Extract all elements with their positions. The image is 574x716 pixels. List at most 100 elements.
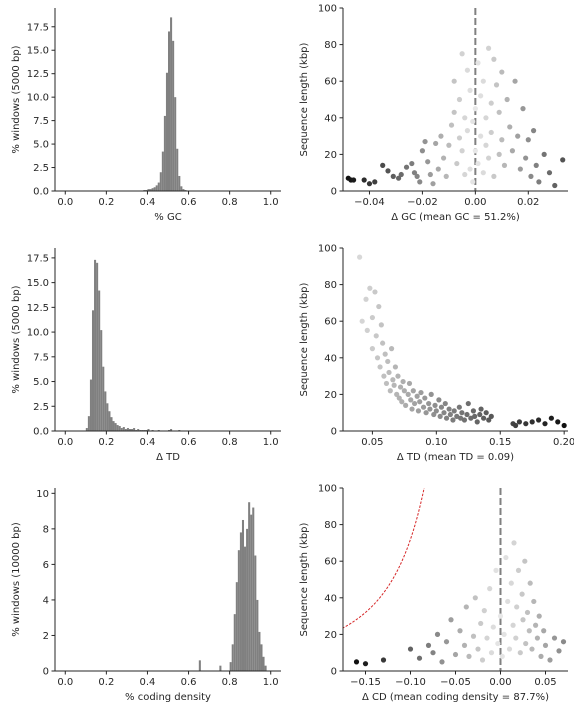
data-point	[488, 650, 495, 656]
data-point	[443, 173, 449, 179]
x-tick-label: 0.8	[222, 437, 238, 448]
y-tick-label: 100	[318, 4, 337, 15]
data-point	[524, 609, 531, 616]
data-point	[431, 411, 437, 418]
y-tick-label: 7.5	[33, 116, 49, 127]
data-point	[514, 604, 520, 610]
data-point	[399, 399, 405, 405]
hist-bar	[260, 644, 263, 671]
x-axis-label: % GC	[154, 212, 181, 223]
data-point	[456, 96, 463, 103]
y-tick-label: 60	[324, 557, 337, 568]
data-point	[443, 415, 450, 421]
data-point	[376, 303, 382, 310]
data-point	[411, 170, 418, 176]
hist-bar	[182, 189, 185, 191]
data-point	[392, 364, 399, 370]
data-point	[505, 598, 511, 605]
y-tick-label: 12.5	[27, 303, 49, 314]
data-point	[464, 411, 470, 418]
data-point	[472, 595, 478, 601]
data-point	[547, 657, 553, 663]
y-tick-label: 10.0	[27, 328, 49, 339]
data-point	[462, 115, 468, 121]
data-point	[442, 400, 448, 407]
data-point	[560, 639, 567, 645]
x-tick-label: 0.6	[181, 437, 197, 448]
data-point	[523, 421, 529, 427]
hist-bar	[244, 546, 247, 671]
data-point	[395, 373, 401, 379]
hist-bar	[258, 631, 261, 671]
hist-bar	[114, 423, 117, 431]
data-point	[422, 138, 428, 145]
data-point	[510, 622, 516, 628]
data-point	[538, 653, 544, 659]
data-point	[520, 106, 526, 112]
td-scatter-panel: 0.05 0.10 0.15 0.20 0 20 40 60 80 100 Δ TD (mean T…	[299, 244, 574, 464]
hist-bar	[233, 614, 236, 671]
data-point	[478, 133, 484, 139]
y-tick-label: 6	[43, 560, 49, 571]
data-point	[383, 380, 390, 387]
data-point	[499, 69, 505, 75]
data-point	[501, 631, 507, 638]
data-point	[381, 373, 387, 379]
hist-bar	[104, 391, 107, 431]
hist-bar	[137, 429, 140, 431]
y-tick-label: 0	[331, 187, 337, 198]
data-point	[363, 296, 369, 302]
data-point	[390, 173, 396, 179]
data-point	[479, 657, 486, 663]
data-point	[525, 137, 531, 143]
y-axis-label: Sequence length (kbp)	[299, 282, 310, 396]
data-point	[499, 137, 505, 143]
data-point	[507, 124, 513, 130]
data-point	[373, 333, 379, 339]
data-point	[556, 648, 562, 654]
data-point	[481, 608, 487, 614]
data-point	[380, 162, 386, 168]
hist-bar	[120, 428, 123, 431]
data-point	[398, 171, 404, 178]
data-point	[366, 181, 373, 187]
data-point	[409, 406, 415, 412]
data-point	[474, 419, 480, 425]
x-tick-label: 0.15	[489, 437, 511, 448]
data-point	[496, 151, 502, 157]
y-tick-label: 80	[324, 40, 337, 51]
hist-bar	[254, 555, 257, 671]
data-point	[515, 133, 521, 139]
data-point	[430, 650, 436, 656]
hist-bar	[87, 416, 90, 431]
data-point	[483, 115, 489, 121]
data-point	[493, 82, 500, 88]
data-point	[551, 635, 558, 641]
hist-bar	[165, 72, 168, 191]
hist-bar	[122, 427, 125, 431]
hist-bar	[151, 188, 154, 191]
hist-bar	[155, 185, 158, 191]
data-point	[517, 166, 523, 172]
hist-bar	[168, 31, 171, 191]
hist-bar	[131, 429, 134, 431]
hist-bar	[170, 17, 173, 191]
data-point	[516, 419, 523, 425]
data-point	[530, 128, 537, 134]
gc-hist-plot-area	[143, 17, 187, 191]
x-tick-label: 0.0	[57, 197, 73, 208]
data-point	[397, 384, 404, 390]
y-tick-label: 80	[324, 520, 337, 531]
y-tick-label: 0	[331, 667, 337, 678]
hist-bar	[250, 514, 253, 671]
data-point	[415, 408, 422, 414]
data-point	[369, 346, 376, 352]
hist-bar	[172, 40, 175, 191]
y-tick-label: 0.0	[33, 187, 49, 198]
data-point	[536, 179, 542, 185]
hist-bar	[229, 662, 232, 671]
data-point	[437, 413, 443, 419]
data-point	[446, 142, 452, 148]
x-tick-label: 0.05	[361, 437, 383, 448]
data-point	[410, 388, 416, 394]
